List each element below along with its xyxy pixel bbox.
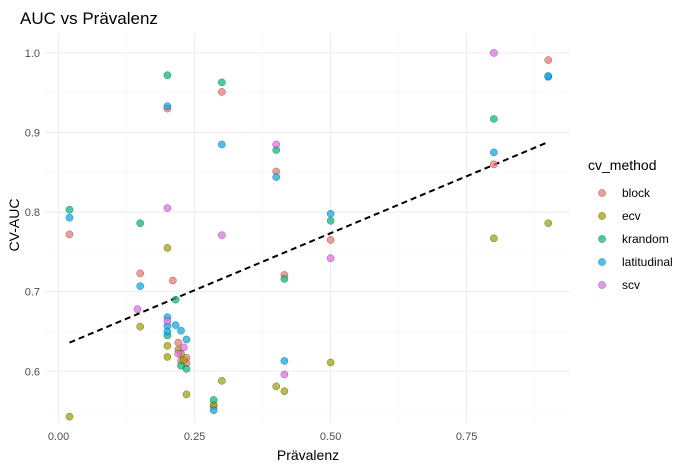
point-scv — [179, 343, 188, 352]
y-tick-label: 0.7 — [25, 287, 40, 299]
point-krandom — [136, 219, 145, 228]
point-krandom — [177, 361, 185, 370]
point-krandom — [171, 295, 180, 304]
point-latitudinal — [272, 173, 281, 181]
point-latitudinal — [136, 282, 145, 290]
y-tick-label: 0.9 — [25, 127, 40, 139]
y-axis-ticks: 0.6 0.7 0.8 0.9 1.0 — [25, 48, 40, 378]
x-tick-label: 0.75 — [456, 431, 477, 443]
point-latitudinal — [209, 406, 218, 415]
point-scv — [133, 305, 142, 314]
point-latitudinal — [217, 140, 226, 149]
point-scv — [272, 140, 281, 149]
y-tick-label: 0.8 — [25, 207, 40, 219]
legend-label-scv: scv — [622, 278, 640, 292]
point-latitudinal — [65, 213, 74, 222]
point-krandom — [280, 275, 289, 283]
point-ecv — [217, 376, 226, 385]
point-latitudinal — [171, 321, 180, 329]
point-ecv — [489, 234, 498, 243]
legend-key-scv — [598, 281, 606, 289]
x-tick-label: 0.25 — [184, 431, 205, 443]
legend-label-ecv: ecv — [622, 209, 641, 223]
point-scv — [163, 317, 172, 325]
point-block — [65, 230, 74, 239]
x-tick-label: 0.50 — [320, 431, 341, 443]
point-ecv — [544, 219, 553, 228]
point-ecv — [280, 387, 289, 396]
legend: cv_method block ecv krandom latitudinal scv — [588, 157, 673, 292]
point-ecv — [163, 353, 172, 361]
point-latitudinal — [177, 326, 185, 335]
legend-key-ecv — [598, 212, 606, 220]
point-krandom — [209, 396, 218, 404]
point-block — [217, 88, 226, 96]
legend-label-latitudinal: latitudinal — [622, 255, 673, 269]
x-axis-ticks: 0.00 0.25 0.50 0.75 — [48, 431, 477, 443]
trend-line-group — [69, 141, 549, 344]
point-krandom — [65, 205, 74, 214]
y-tick-label: 0.6 — [25, 366, 40, 378]
point-scv — [326, 254, 335, 263]
legend-key-krandom — [598, 235, 606, 243]
point-scv — [217, 231, 226, 240]
y-tick-label: 1.0 — [25, 48, 40, 60]
point-krandom — [489, 115, 498, 123]
trend-line — [69, 141, 549, 344]
point-ecv — [65, 412, 74, 421]
point-krandom — [182, 365, 191, 373]
point-block — [489, 160, 498, 169]
point-ecv — [163, 341, 172, 350]
point-latitudinal — [163, 102, 172, 111]
point-ecv — [182, 390, 191, 399]
legend-label-krandom: krandom — [622, 232, 669, 246]
y-axis-title: CV-AUC — [6, 199, 22, 252]
point-ecv — [136, 322, 145, 331]
point-krandom — [326, 216, 335, 225]
point-block — [544, 56, 553, 64]
grid — [45, 33, 570, 423]
point-ecv — [272, 382, 281, 391]
data-points — [65, 49, 553, 421]
point-latitudinal — [163, 327, 172, 336]
point-scv — [489, 49, 498, 57]
point-ecv — [326, 358, 335, 367]
chart-title: AUC vs Prävalenz — [20, 9, 158, 28]
x-axis-title: Prävalenz — [277, 447, 339, 463]
legend-title: cv_method — [588, 157, 656, 173]
x-tick-label: 0.00 — [48, 431, 69, 443]
point-scv — [163, 204, 172, 212]
legend-key-latitudinal — [598, 258, 606, 266]
point-latitudinal — [544, 72, 553, 80]
legend-label-block: block — [622, 186, 651, 200]
point-krandom — [217, 78, 226, 87]
point-latitudinal — [182, 335, 191, 344]
point-ecv — [163, 244, 172, 252]
point-scv — [280, 370, 289, 379]
point-block — [168, 276, 177, 285]
point-latitudinal — [489, 148, 498, 157]
point-block — [326, 236, 335, 244]
point-block — [136, 269, 145, 278]
point-scv — [174, 349, 183, 358]
legend-key-block — [598, 189, 606, 197]
point-latitudinal — [326, 209, 335, 218]
point-krandom — [163, 71, 172, 80]
point-latitudinal — [280, 357, 289, 365]
